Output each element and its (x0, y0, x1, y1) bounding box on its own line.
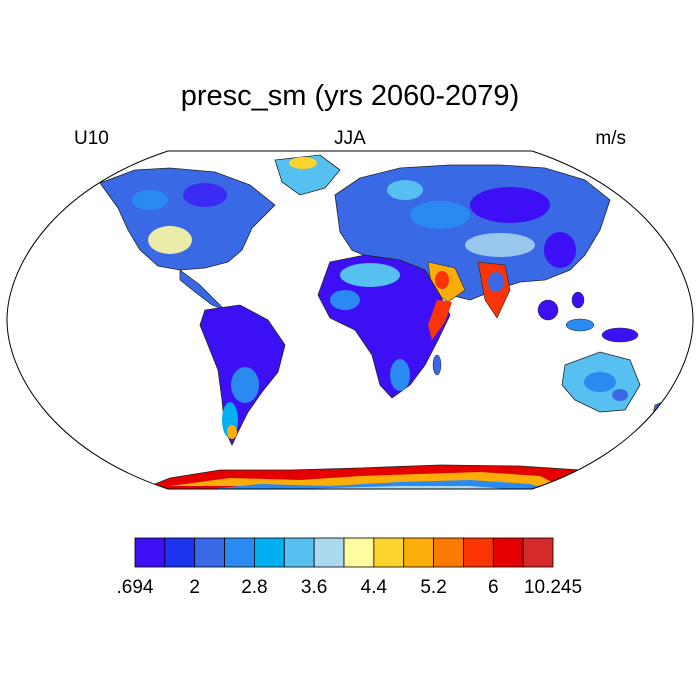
colorbar-tick-label: 2 (189, 577, 200, 598)
colorbar-tick-label: 4.4 (360, 577, 388, 598)
colorbar-box (283, 537, 315, 568)
colorbar-box (492, 537, 524, 568)
colorbar-box (164, 537, 196, 568)
colorbar-box (463, 537, 494, 568)
antarctica-region (139, 464, 591, 489)
colorbar-box (313, 537, 345, 568)
colorbar-tick-label: .694 (116, 577, 154, 598)
colorbar-tick-label: 5.2 (420, 577, 447, 598)
colorbar-tick-label: 2.8 (241, 577, 268, 598)
colorbar (134, 537, 554, 568)
australia-region (561, 351, 641, 413)
colorbar-box (134, 537, 166, 568)
south-america-region (199, 304, 286, 446)
colorbar-box (224, 537, 255, 568)
colorbar-tick-label: 6 (487, 577, 499, 598)
colorbar-tick-label: 3.6 (300, 577, 328, 598)
colorbar-tick-label: 10.245 (523, 577, 583, 598)
colorbar-box (522, 537, 554, 568)
globe-outline (6, 150, 694, 490)
colorbar-box (254, 537, 285, 568)
africa-region (317, 254, 452, 399)
southeast-asia-region (537, 291, 639, 343)
colorbar-box (433, 537, 464, 568)
season-label: JJA (334, 128, 366, 149)
north-america-region (99, 167, 276, 311)
units-label: m/s (595, 128, 626, 149)
colorbar-box (343, 537, 375, 568)
map-title: presc_sm (yrs 2060-2079) (180, 80, 520, 112)
colorbar-box (194, 537, 225, 568)
colorbar-box (403, 537, 434, 568)
variable-label: U10 (74, 128, 109, 149)
colorbar-box (373, 537, 405, 568)
